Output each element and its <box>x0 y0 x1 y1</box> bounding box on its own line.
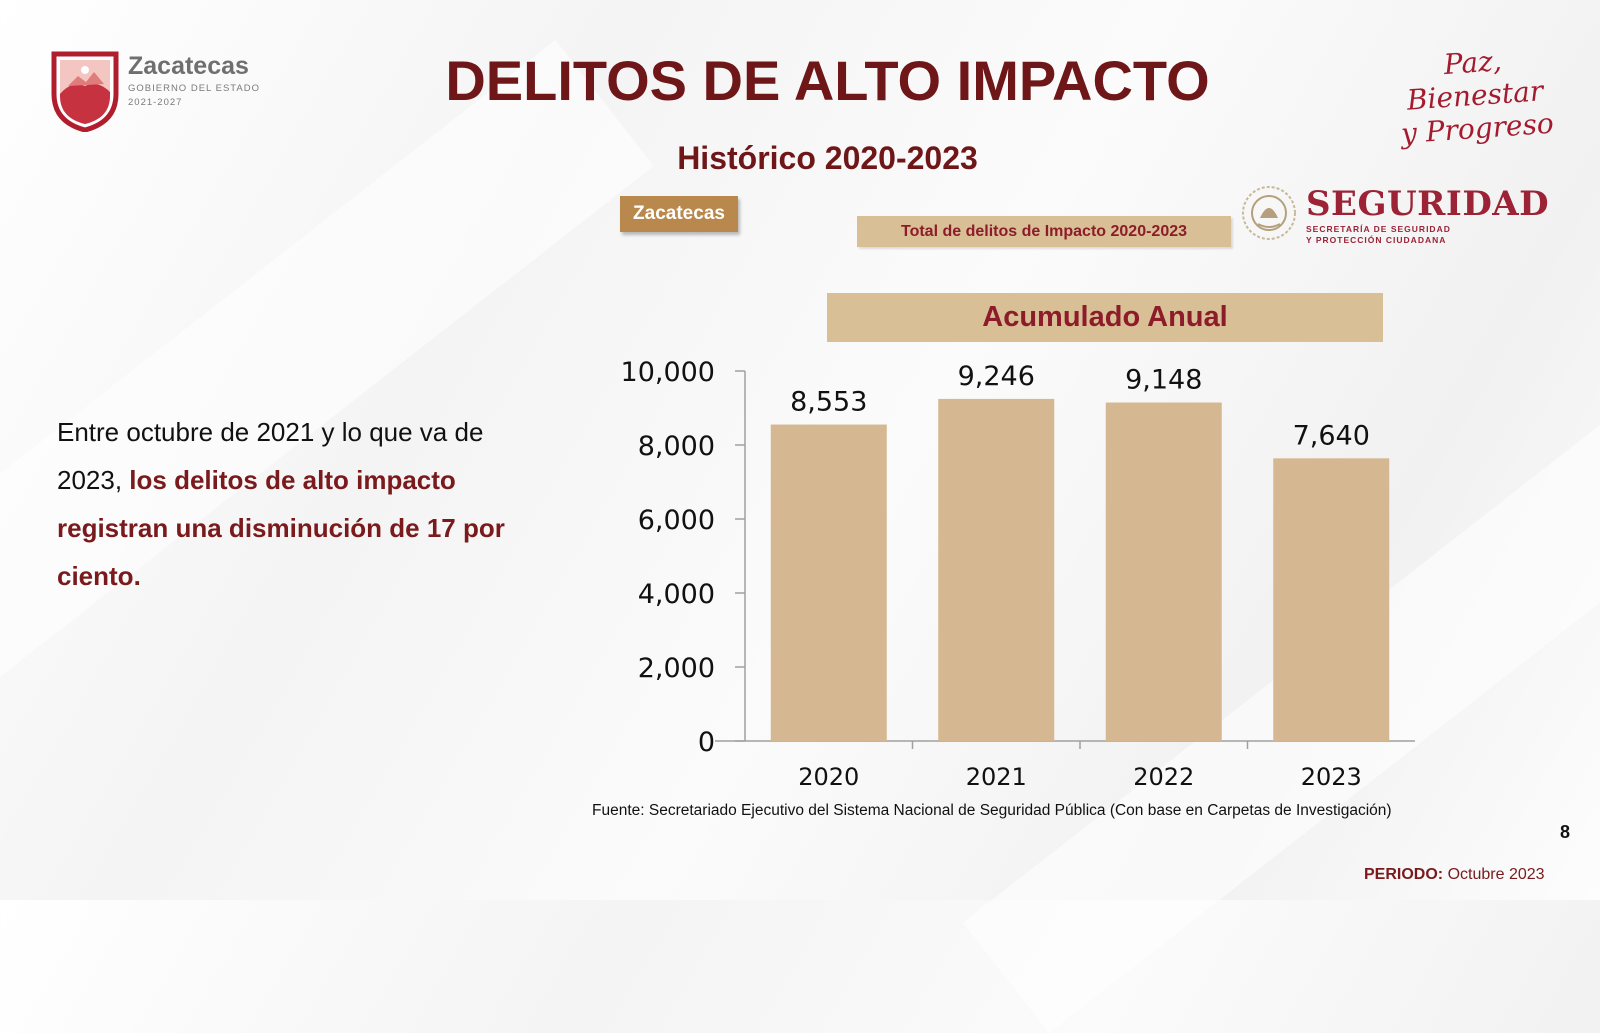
y-tick-label: 10,000 <box>621 357 715 388</box>
page-subtitle: Histórico 2020-2023 <box>677 140 978 176</box>
total-tag: Total de delitos de Impacto 2020-2023 <box>857 216 1231 247</box>
y-tick-label: 8,000 <box>638 431 715 462</box>
y-tick-label: 2,000 <box>638 653 715 684</box>
data-label: 9,246 <box>958 361 1035 392</box>
x-tick-label: 2023 <box>1301 763 1362 791</box>
y-tick-label: 0 <box>698 727 715 758</box>
state-name: Zacatecas <box>128 52 249 80</box>
summary-text: Entre octubre de 2021 y lo que va de 202… <box>57 408 547 600</box>
y-tick-label: 4,000 <box>638 579 715 610</box>
x-tick-label: 2020 <box>798 763 859 791</box>
data-label: 8,553 <box>790 387 867 418</box>
bar-chart: 0 2,000 4,000 6,000 8,000 10,000 8,553 2020 9,24… <box>621 357 1415 791</box>
bar <box>938 398 1055 741</box>
page-title: DELITOS DE ALTO IMPACTO <box>445 49 1210 112</box>
national-emblem-icon <box>1242 186 1296 240</box>
seguridad-subtitle: Y PROTECCIÓN CIUDADANA <box>1306 235 1447 245</box>
x-tick-label: 2022 <box>1133 763 1194 791</box>
state-subtitle: GOBIERNO DEL ESTADO <box>128 83 260 94</box>
period-label-title: PERIODO: <box>1364 866 1444 883</box>
data-label: 9,148 <box>1125 365 1202 396</box>
seguridad-word: SEGURIDAD <box>1306 184 1550 224</box>
data-label: 7,640 <box>1293 420 1370 451</box>
state-years: 2021-2027 <box>128 97 183 108</box>
bar <box>770 424 887 741</box>
chart-title: Acumulado Anual <box>827 293 1383 342</box>
zacatecas-logo: Zacatecas GOBIERNO DEL ESTADO 2021-2027 <box>50 50 290 140</box>
slogan-logo: Paz, Bienestar y Progreso <box>1372 39 1578 152</box>
page-number: 8 <box>1560 822 1571 842</box>
x-tick-label: 2021 <box>966 763 1027 791</box>
period-value: Octubre 2023 <box>1447 866 1545 883</box>
state-tag: Zacatecas <box>620 196 738 232</box>
bar <box>1105 402 1222 741</box>
y-tick-label: 6,000 <box>638 505 715 536</box>
summary-plain: Entre octubre de 2021 y lo que va de 202… <box>57 417 484 495</box>
bar <box>1273 458 1390 741</box>
source-note: Fuente: Secretariado Ejecutivo del Siste… <box>592 802 1392 819</box>
summary-highlight: los delitos de alto impacto registran un… <box>57 465 505 591</box>
shield-icon <box>51 51 119 132</box>
period-label: PERIODO: Octubre 2023 <box>1364 866 1545 884</box>
seguridad-subtitle: SECRETARÍA DE SEGURIDAD <box>1306 224 1451 234</box>
seguridad-logo: SEGURIDAD SECRETARÍA DE SEGURIDAD Y PROT… <box>1240 184 1560 245</box>
